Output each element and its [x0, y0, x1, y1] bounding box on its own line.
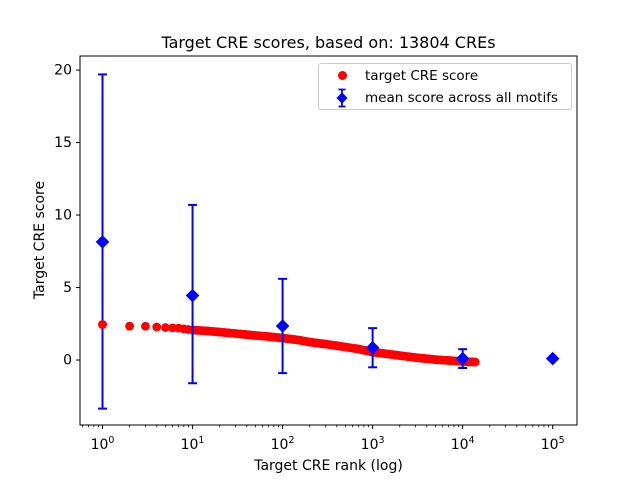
- legend-marker-cell: [319, 71, 365, 80]
- mean-data-point: [545, 351, 560, 366]
- red-data-point: [161, 323, 170, 332]
- legend-label-target-score: target CRE score: [365, 67, 479, 84]
- legend-marker-cell: [319, 87, 365, 109]
- chart-title: Target CRE scores, based on: 13804 CREs: [161, 33, 496, 52]
- y-axis-label: Target CRE score: [32, 180, 48, 300]
- red-circle-icon: [337, 71, 347, 80]
- legend-row-target-score: target CRE score: [319, 65, 571, 87]
- blue-diamond-errorbar-icon: [336, 88, 348, 107]
- red-data-point: [125, 321, 135, 331]
- y-tick-label: 20: [54, 63, 72, 79]
- x-tick-label: 101: [181, 435, 205, 453]
- y-tick-label: 15: [54, 135, 72, 151]
- mean-data-point: [455, 351, 470, 366]
- x-tick-label: 102: [271, 435, 295, 453]
- mean-data-point: [365, 340, 380, 355]
- red-data-point: [141, 321, 150, 331]
- legend-label-mean-score: mean score across all motifs: [365, 89, 559, 106]
- mean-data-point: [185, 288, 200, 303]
- red-data-point-rank1: [98, 320, 107, 329]
- y-tick-label: 0: [63, 353, 72, 369]
- red-data-point: [470, 357, 480, 367]
- y-tick-label: 10: [54, 208, 72, 224]
- legend: target CRE score mean score across all m…: [318, 63, 572, 110]
- x-tick-label: 104: [451, 435, 475, 453]
- axes-frame: [79, 55, 578, 426]
- x-tick-label: 100: [91, 435, 115, 453]
- mean-data-point: [275, 319, 290, 333]
- x-tick-label: 103: [361, 435, 385, 453]
- mean-data-point: [95, 235, 110, 249]
- x-tick-label: 105: [541, 435, 565, 453]
- x-axis-label: Target CRE rank (log): [254, 458, 403, 474]
- legend-row-mean-score: mean score across all motifs: [319, 87, 571, 109]
- y-tick-label: 5: [63, 280, 72, 296]
- red-data-point: [152, 322, 162, 332]
